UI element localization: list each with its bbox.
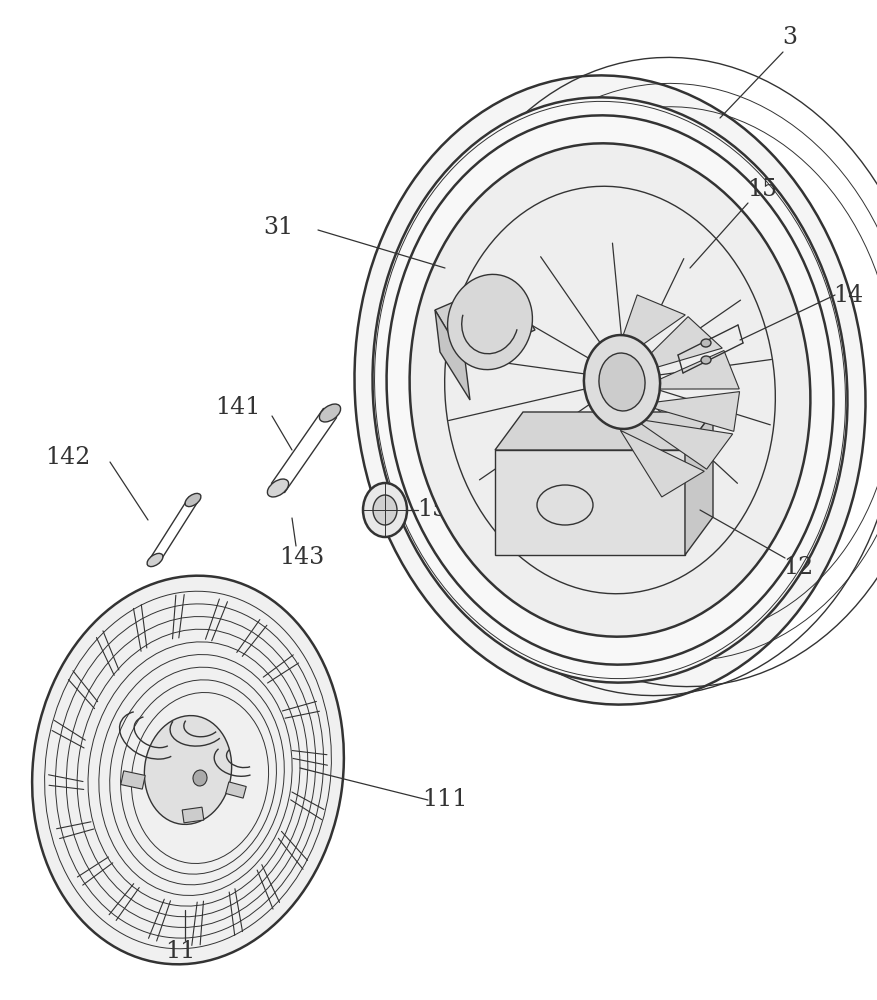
Polygon shape: [435, 280, 535, 360]
Text: 15: 15: [747, 178, 777, 202]
Text: 12: 12: [783, 556, 813, 580]
Text: 15: 15: [417, 498, 447, 522]
Ellipse shape: [147, 553, 163, 567]
Text: 3: 3: [782, 26, 797, 49]
Ellipse shape: [319, 404, 340, 422]
Ellipse shape: [447, 274, 532, 370]
Polygon shape: [685, 412, 713, 555]
Ellipse shape: [373, 97, 847, 683]
Text: 11: 11: [165, 940, 195, 964]
Polygon shape: [628, 317, 723, 376]
Polygon shape: [182, 807, 203, 823]
Polygon shape: [435, 310, 470, 400]
Text: 14: 14: [833, 284, 863, 306]
Polygon shape: [495, 412, 713, 450]
Ellipse shape: [363, 483, 407, 537]
Polygon shape: [620, 430, 704, 497]
Ellipse shape: [701, 339, 711, 347]
Ellipse shape: [584, 335, 660, 429]
Ellipse shape: [599, 353, 645, 411]
Ellipse shape: [185, 493, 201, 507]
Ellipse shape: [373, 495, 397, 525]
Polygon shape: [638, 351, 739, 389]
Text: 142: 142: [46, 446, 90, 470]
Ellipse shape: [193, 770, 207, 786]
Polygon shape: [612, 295, 685, 366]
Ellipse shape: [32, 576, 344, 964]
Polygon shape: [121, 771, 146, 789]
Polygon shape: [495, 450, 685, 555]
Text: 143: 143: [280, 546, 324, 570]
Polygon shape: [639, 392, 739, 431]
Text: 111: 111: [423, 788, 467, 812]
Ellipse shape: [410, 143, 810, 637]
Polygon shape: [633, 419, 732, 469]
Ellipse shape: [701, 356, 711, 364]
Text: 141: 141: [216, 396, 260, 420]
Text: 31: 31: [263, 217, 293, 239]
Ellipse shape: [267, 479, 289, 497]
Ellipse shape: [145, 716, 232, 824]
Ellipse shape: [354, 75, 866, 705]
Polygon shape: [225, 782, 246, 798]
